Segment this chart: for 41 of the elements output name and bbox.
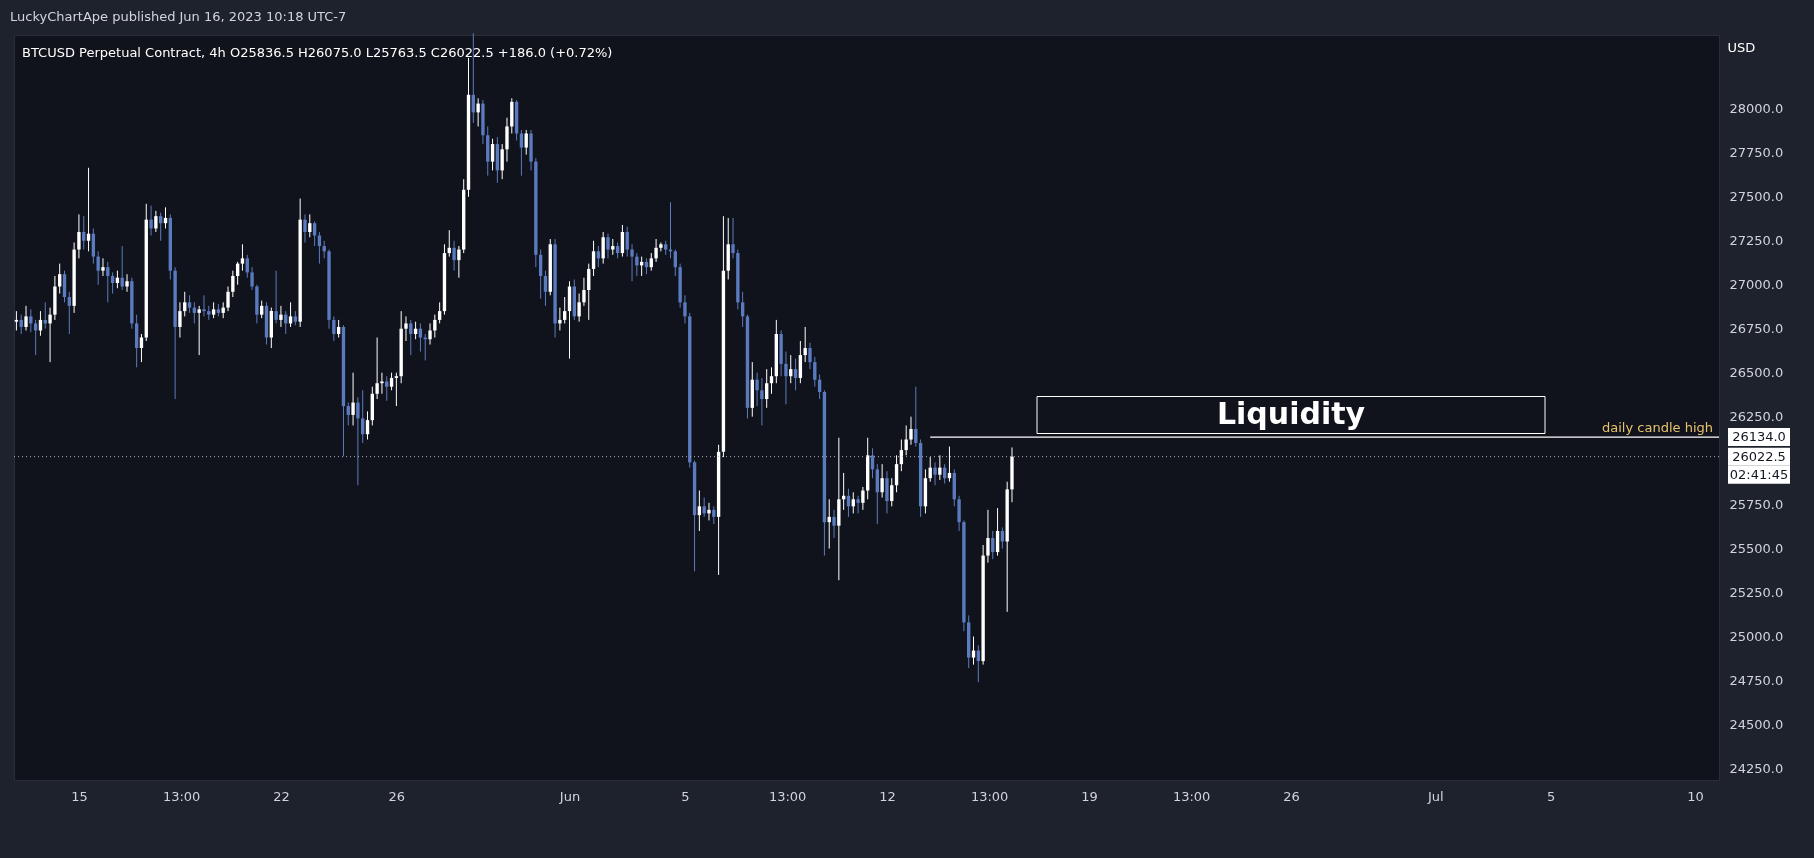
x-tick-label: 22 [273,788,290,804]
candlestick [837,437,841,581]
y-tick-label: 27500.0 [1729,189,1784,205]
annotation: daily candle high [1602,420,1713,436]
y-tick-label: 26750.0 [1729,321,1784,337]
y-tick-label: 24250.0 [1729,760,1784,776]
annotation: Liquidity [1216,396,1366,431]
x-tick-label: 15 [71,788,88,804]
y-tick-label: 25250.0 [1729,585,1784,601]
y-tick-label: 27750.0 [1729,145,1784,161]
x-tick-label: 19 [1081,788,1098,804]
y-tick-label: 27000.0 [1729,277,1784,293]
x-tick-label: Jul [1426,788,1444,804]
y-tick-label: 25000.0 [1729,628,1784,644]
x-tick-label: 5 [681,788,690,804]
ref-line-label: 26022.5 [1732,448,1786,464]
x-tick-label: 26 [388,788,406,804]
y-tick-label: 25500.0 [1729,541,1784,557]
x-tick-label: 12 [879,788,896,804]
text: 02:41:45 [1729,466,1789,482]
x-tick-label: 26 [1283,788,1300,804]
y-tick-label: 25750.0 [1729,497,1784,513]
x-tick-label: Jun [558,788,581,804]
y-tick-label: 24750.0 [1729,672,1784,688]
candlestick [231,270,235,298]
x-tick-label: 13:00 [162,788,201,804]
x-tick-label: 13:00 [1172,788,1211,804]
x-tick-label: 10 [1687,788,1704,804]
x-tick-label: 13:00 [768,788,807,804]
candlestick [1005,481,1009,613]
chart-title: LuckyChartApe published Jun 16, 2023 10:18 UTC-7 [10,9,347,24]
x-tick-label: 5 [1547,788,1556,804]
text: 26134.0 [1732,429,1786,445]
y-tick-label: 26250.0 [1729,409,1784,425]
candlestick [197,305,201,356]
y-tick-label: 26500.0 [1729,365,1784,381]
y-tick-label: 28000.0 [1729,101,1784,117]
y-axis-title: USD [1727,39,1756,55]
y-tick-label: 24500.0 [1729,716,1784,732]
y-tick-label: 27250.0 [1729,233,1784,249]
x-tick-label: 13:00 [970,788,1009,804]
